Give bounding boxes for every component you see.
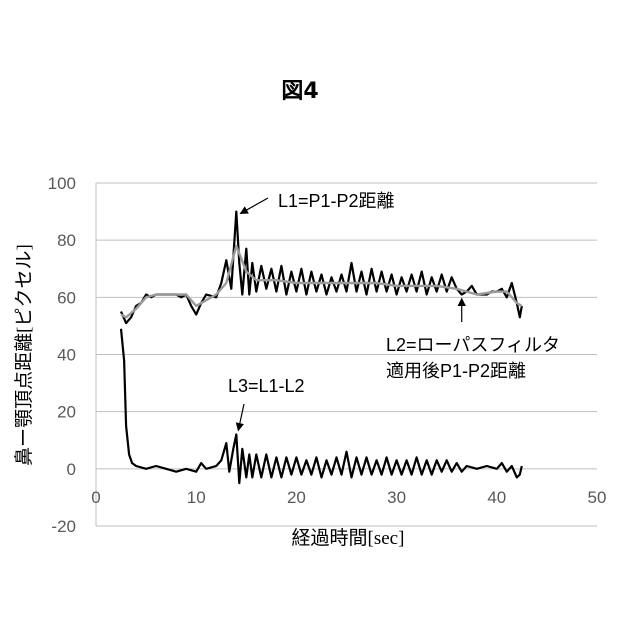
annotation-arrow-l3: [238, 404, 244, 431]
x-tick-label: 20: [287, 488, 306, 507]
annotations: L1=P1-P2距離 L2=ローパスフィルタ適用後P1-P2距離 L3=L1-L2: [228, 191, 560, 431]
y-tick-label: 20: [57, 403, 76, 422]
figure-title: 図4: [281, 79, 318, 104]
annotation-label-l2-line1: L2=ローパスフィルタ: [386, 335, 560, 355]
x-tick-label: 40: [487, 488, 506, 507]
x-axis-label: 経過時間[sec]: [292, 527, 405, 549]
annotation-label-l3: L3=L1-L2: [228, 376, 305, 396]
y-axis-label: 鼻ー顎頂点距離[ピクセル]: [13, 244, 35, 466]
annotation-arrow-l1: [240, 198, 268, 214]
x-tick-label: 0: [91, 488, 100, 507]
annotation-label-l1: L1=P1-P2距離: [278, 191, 395, 211]
x-tick-label: 50: [588, 488, 607, 507]
x-tick-label: 10: [187, 488, 206, 507]
y-tick-label: 40: [57, 346, 76, 365]
y-tick-label: 0: [67, 460, 76, 479]
y-tick-label: 100: [48, 174, 76, 193]
x-tick-label: 30: [387, 488, 406, 507]
y-tick-label: -20: [51, 517, 76, 536]
y-tick-label: 60: [57, 288, 76, 307]
y-tick-label: 80: [57, 231, 76, 250]
annotation-label-l2-line2: 適用後P1-P2距離: [386, 361, 526, 381]
